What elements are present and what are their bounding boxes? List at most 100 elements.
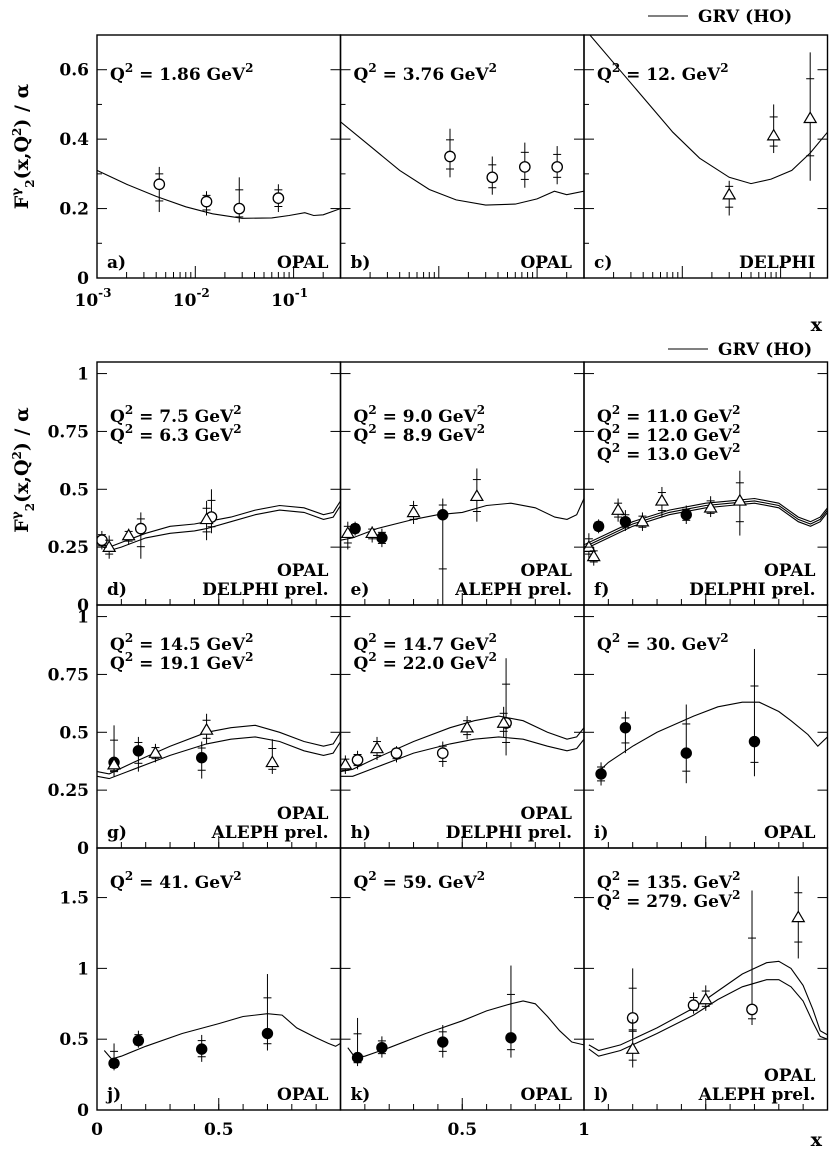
panel-i-tag: i): [594, 823, 609, 843]
panel-g-data-point-3: [106, 755, 122, 777]
panel-d-plot-area: [97, 489, 341, 559]
q2-letter: Q: [110, 65, 125, 85]
data-marker-filled-circle: [619, 515, 632, 528]
panel-l-theory-curve-1: [588, 979, 828, 1057]
row2-y-tick-label-3: 1.5: [59, 889, 89, 909]
data-marker-filled-circle: [196, 1043, 208, 1055]
tick-base: 10: [173, 291, 197, 311]
panel-c-frame: [583, 34, 829, 279]
panel-e-q2-label-1: Q2 = 8.9 GeV2: [354, 422, 486, 446]
panel-i-data-point-3: [748, 648, 761, 777]
data-marker-open-triangle: [121, 528, 136, 541]
legend-bottom: GRV (HO): [668, 340, 812, 360]
data-marker-open-circle: [134, 522, 147, 535]
q2-unit-superscript: 2: [233, 422, 241, 436]
panel-j-plot-area: [103, 974, 341, 1071]
ylabel-F: F: [11, 519, 33, 533]
data-marker-open-triangle: [106, 757, 122, 770]
top-y-tick-label-3: 0.6: [59, 61, 89, 81]
q2-superscript: 2: [125, 403, 133, 417]
q2-letter: Q: [597, 445, 612, 465]
data-marker-open-circle: [444, 150, 456, 163]
q2-unit-superscript: 2: [245, 631, 253, 645]
data-marker-open-triangle: [340, 526, 355, 539]
panel-e-plot-area: [340, 468, 584, 605]
row0-y-tick-label-3: 0.75: [48, 422, 89, 442]
panel-d-data-point-2: [205, 489, 218, 534]
q2-superscript: 2: [612, 869, 620, 883]
panel-f-experiment-1: DELPHI prel.: [689, 580, 815, 600]
panel-d-q2-label-1: Q2 = 6.3 GeV2: [110, 422, 242, 446]
panel-b-plot-area: [340, 121, 584, 206]
top-x-tick-label-1: 10-2: [173, 286, 210, 311]
data-marker-open-triangle: [148, 745, 163, 758]
panel-d-theory-curve-1: [99, 505, 341, 552]
panel-h-experiment-0: OPAL: [521, 804, 573, 824]
top-y-tick-label-0: 0: [77, 269, 89, 289]
panel-h-data-point-2: [436, 741, 449, 767]
data-marker-filled-circle: [108, 1057, 120, 1069]
panel-f-q2-label-1: Q2 = 12.0 GeV2: [597, 422, 740, 446]
panel-f-data-point-9: [732, 470, 747, 536]
q2-superscript: 2: [612, 441, 620, 455]
panel-c-theory-curve-0: [589, 35, 828, 185]
data-marker-open-triangle: [722, 187, 737, 200]
q2-value: = 13.0 GeV: [620, 445, 733, 465]
data-marker-open-triangle: [265, 755, 280, 768]
panel-d-data-point-5: [199, 500, 214, 541]
q2-value: = 30. GeV: [620, 635, 721, 655]
panel-d-data-point-1: [134, 512, 147, 559]
panel-j-data-point-1: [132, 1030, 145, 1048]
panel-e-data-point-4: [365, 526, 380, 543]
panel-h-data-point-6: [460, 716, 475, 740]
tick-base: 10: [271, 291, 295, 311]
panel-d-experiment-1: DELPHI prel.: [202, 580, 328, 600]
row2-y-tick-label-1: 0.5: [59, 1030, 89, 1050]
q2-value: = 8.9 GeV: [377, 426, 478, 446]
panel-k-q2-label-0: Q2 = 59. GeV2: [354, 869, 486, 893]
panel-g-experiment-0: OPAL: [277, 804, 329, 824]
bottom-x-tick-label-0-0: 0: [91, 1120, 103, 1140]
panel-d-tag: d): [107, 580, 127, 600]
panel-g-data-point-1: [132, 736, 145, 772]
panel-i-theory-curve-0: [598, 701, 828, 773]
q2-superscript: 2: [125, 422, 133, 436]
bottom-y-axis-title: Fγ2(x,Q2) / α: [9, 407, 37, 533]
data-marker-open-circle: [436, 747, 449, 759]
q2-unit-superscript: 2: [477, 422, 485, 436]
bottom-x-tick-label-0-1: 0.5: [204, 1120, 234, 1140]
q2-superscript: 2: [125, 61, 133, 75]
panel-e-theory-curve-0: [340, 498, 584, 541]
panel-l-experiment-1: ALEPH prel.: [698, 1085, 816, 1105]
panel-a-tag: a): [107, 253, 126, 273]
panel-j-data-point-3: [261, 974, 274, 1051]
q2-letter: Q: [354, 654, 369, 674]
tick-exponent: -3: [98, 286, 111, 300]
row1-y-tick-label-1: 0.25: [48, 781, 89, 801]
panel-k-tag: k): [351, 1085, 371, 1105]
top-x-tick-label-0: 10-3: [74, 286, 111, 311]
ylabel-gamma: γ: [9, 511, 23, 519]
panel-f-data-point-8: [703, 496, 718, 518]
panel-g-q2-label-0: Q2 = 14.5 GeV2: [110, 631, 253, 655]
q2-unit-superscript: 2: [720, 631, 728, 645]
q2-value: = 7.5 GeV: [133, 407, 234, 427]
data-marker-filled-circle: [592, 520, 605, 533]
panel-j-q2-label-0: Q2 = 41. GeV2: [110, 869, 242, 893]
panel-f-q2-label-0: Q2 = 11.0 GeV2: [597, 403, 740, 427]
panel-j-data-point-2: [196, 1034, 208, 1062]
q2-superscript: 2: [368, 650, 376, 664]
panel-c-data-point-1: [766, 104, 781, 154]
q2-unit-superscript: 2: [732, 888, 740, 902]
data-marker-open-triangle: [803, 111, 818, 124]
data-marker-open-triangle: [732, 493, 747, 506]
panel-k-theory-curve-0: [347, 1000, 584, 1059]
row1-y-tick-label-0: 0: [77, 839, 89, 859]
ylabel-sub-2: 2: [23, 179, 37, 187]
